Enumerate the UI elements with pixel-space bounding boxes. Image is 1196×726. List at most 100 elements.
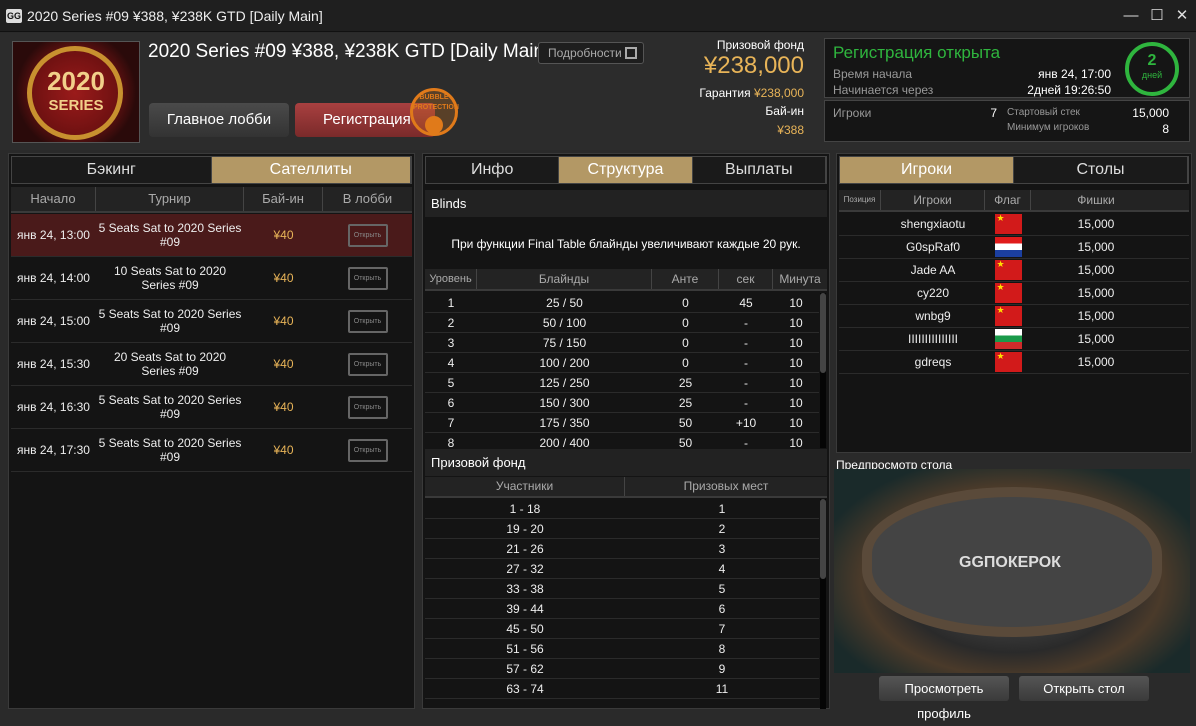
middle-tabs: Инфо Структура Выплаты (425, 156, 827, 184)
players-list: shengxiaotu 15,000 G0spRaf0 15,000 Jade AA 15… (839, 213, 1189, 374)
blind-level-row: 8 200 / 400 50-10 (425, 433, 819, 449)
player-row[interactable]: wnbg9 15,000 (839, 305, 1189, 328)
main-lobby-button[interactable]: Главное лобби (149, 103, 289, 137)
prize-row: 27 - 32 4 (425, 559, 819, 579)
tournament-name: 5 Seats Sat to 2020 Series #09 (98, 393, 242, 421)
prize-row: 21 - 26 3 (425, 539, 819, 559)
prize-pool-value: ¥238,000 (703, 52, 804, 79)
satellite-row[interactable]: янв 24, 13:00 5 Seats Sat to 2020 Series … (11, 214, 412, 257)
buyin: ¥40 (273, 228, 294, 242)
open-button[interactable]: Открыть (347, 266, 388, 290)
flag-cn-icon (994, 305, 1022, 326)
flag-cn-icon (994, 259, 1022, 280)
open-button[interactable]: Открыть (347, 395, 388, 419)
player-row[interactable]: IIIIIIIIIIIIIII 15,000 (839, 328, 1189, 351)
details-label: Подробности (548, 46, 622, 60)
start-time: янв 24, 16:30 (17, 400, 90, 414)
player-row[interactable]: shengxiaotu 15,000 (839, 213, 1189, 236)
prize-scrollbar[interactable] (820, 499, 826, 709)
details-button[interactable]: Подробности (538, 42, 644, 64)
players-header: Позиция Игроки Флаг Фишки (839, 190, 1189, 212)
prize-row: 39 - 44 6 (425, 599, 819, 619)
app-logo-icon: GG (6, 9, 22, 23)
starting-stack: 15,000 (1132, 106, 1169, 120)
blind-level-row: 5 125 / 250 25-10 (425, 373, 819, 393)
player-name: cy220 (916, 286, 950, 300)
player-chips: 15,000 (1077, 286, 1115, 300)
buyin: ¥40 (273, 443, 294, 457)
minimize-button[interactable]: — (1123, 7, 1139, 24)
player-chips: 15,000 (1077, 240, 1115, 254)
start-time: янв 24, 15:00 (17, 314, 90, 328)
player-row[interactable]: gdreqs 15,000 (839, 351, 1189, 374)
satellite-row[interactable]: янв 24, 15:00 5 Seats Sat to 2020 Series … (11, 300, 412, 343)
countdown: 2дней 19:26:50 (1027, 83, 1111, 97)
table-preview-label: Предпросмотр стола (836, 458, 953, 472)
player-name: Jade AA (910, 263, 956, 277)
start-time: янв 24, 17:00 (1038, 67, 1111, 81)
satellites-list: янв 24, 13:00 5 Seats Sat to 2020 Series … (11, 214, 412, 472)
buyin: ¥40 (273, 271, 294, 285)
open-button[interactable]: Открыть (347, 223, 388, 247)
prize-row: 1 - 18 1 (425, 499, 819, 519)
satellite-row[interactable]: янв 24, 14:00 10 Seats Sat to 2020 Series… (11, 257, 412, 300)
flag-cn-icon (994, 282, 1022, 303)
start-time: янв 24, 14:00 (17, 271, 90, 285)
blinds-scrollbar[interactable] (820, 293, 826, 448)
player-chips: 15,000 (1077, 263, 1115, 277)
prize-table: 1 - 18 1 19 - 20 2 21 - 26 3 27 - 32 4 33 - 38 5 3… (425, 499, 819, 709)
flag-cn-icon (994, 213, 1022, 234)
open-button[interactable]: Открыть (347, 352, 388, 376)
player-count: 7 (990, 106, 997, 120)
satellite-row[interactable]: янв 24, 15:30 20 Seats Sat to 2020 Series… (11, 343, 412, 386)
bubble-protection-icon: BUBBLE PROTECTION (410, 88, 459, 136)
min-players: 8 (1162, 122, 1169, 136)
open-table-button[interactable]: Открыть стол (1019, 676, 1149, 701)
satellite-row[interactable]: янв 24, 17:30 5 Seats Sat to 2020 Series … (11, 429, 412, 472)
satellites-header: Начало Турнир Бай-ин В лобби (11, 187, 412, 213)
player-name: gdreqs (914, 355, 952, 369)
view-profile-button[interactable]: Просмотреть профиль (879, 676, 1009, 721)
tab-structure[interactable]: Структура (559, 157, 693, 183)
tournament-name: 5 Seats Sat to 2020 Series #09 (98, 221, 242, 249)
blind-level-row: 4 100 / 200 0-10 (425, 353, 819, 373)
player-chips: 15,000 (1077, 355, 1115, 369)
prize-row: 33 - 38 5 (425, 579, 819, 599)
tab-payouts[interactable]: Выплаты (692, 157, 826, 183)
registration-status: Регистрация открыта Время начала Начинае… (824, 38, 1190, 98)
player-row[interactable]: cy220 15,000 (839, 282, 1189, 305)
tab-players[interactable]: Игроки (840, 157, 1014, 183)
tournament-info: Игроки 7 Стартовый стек Минимум игроков … (824, 100, 1190, 142)
title-bar: GG 2020 Series #09 ¥388, ¥238K GTD [Dail… (0, 0, 1196, 32)
flag-cn-icon (994, 351, 1022, 372)
tournament-name: 10 Seats Sat to 2020 Series #09 (113, 264, 227, 292)
structure-panel: Инфо Структура Выплаты Blinds При функци… (422, 153, 830, 709)
open-button[interactable]: Открыть (347, 309, 388, 333)
prize-row: 45 - 50 7 (425, 619, 819, 639)
player-name: IIIIIIIIIIIIIII (907, 332, 958, 346)
open-button[interactable]: Открыть (347, 438, 388, 462)
prize-row: 63 - 74 11 (425, 679, 819, 699)
blinds-note: При функции Final Table блайнды увеличив… (451, 237, 801, 251)
blinds-table: 1 25 / 50 0 45 10 2 50 / 100 0-10 3 75 / 150 0-10 4… (425, 293, 819, 448)
player-row[interactable]: Jade AA 15,000 (839, 259, 1189, 282)
guarantee: Гарантия ¥238,000 (699, 86, 804, 100)
player-name: G0spRaf0 (905, 240, 961, 254)
blinds-section-title: Blinds (425, 190, 827, 217)
maximize-button[interactable]: ☐ (1150, 7, 1164, 24)
close-button[interactable]: ✕ (1175, 7, 1189, 24)
tab-backing[interactable]: Бэкинг (12, 157, 212, 183)
start-time: янв 24, 15:30 (17, 357, 90, 371)
satellite-row[interactable]: янв 24, 16:30 5 Seats Sat to 2020 Series … (11, 386, 412, 429)
tournament-title: 2020 Series #09 ¥388, ¥238K GTD [Daily M… (148, 41, 550, 62)
prize-row: 57 - 62 9 (425, 659, 819, 679)
blind-level-row: 1 25 / 50 0 45 10 (425, 293, 819, 313)
flag-bg-icon (994, 329, 1022, 349)
player-row[interactable]: G0spRaf0 15,000 (839, 236, 1189, 259)
tab-tables[interactable]: Столы (1014, 157, 1188, 183)
tab-info[interactable]: Инфо (426, 157, 560, 183)
flag-hr-icon (994, 237, 1022, 257)
buyin-value: ¥388 (777, 123, 804, 137)
tab-satellites[interactable]: Сателлиты (211, 157, 411, 183)
blind-level-row: 7 175 / 350 50 +10 10 (425, 413, 819, 433)
